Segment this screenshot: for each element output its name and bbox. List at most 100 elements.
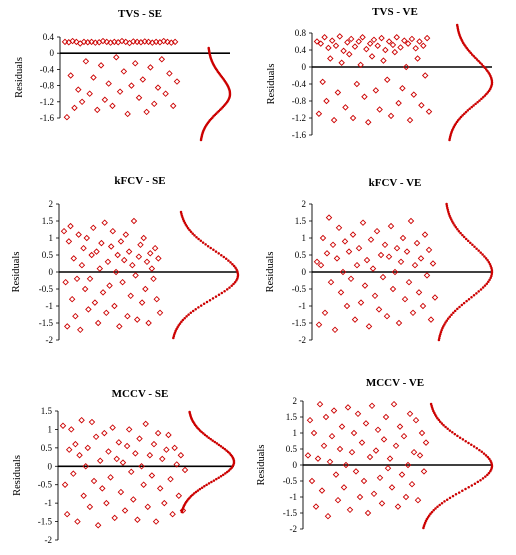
data-point <box>414 55 421 62</box>
data-point <box>68 426 75 433</box>
y-tick-label: -1.2 <box>40 97 54 107</box>
data-point <box>373 227 381 235</box>
distribution-dot <box>472 294 476 297</box>
distribution-dot <box>209 437 212 441</box>
distribution-dot <box>188 228 191 232</box>
distribution-dot <box>480 450 484 454</box>
data-point <box>402 493 410 501</box>
data-point <box>171 444 178 452</box>
data-point <box>344 39 351 46</box>
distribution-dot <box>448 214 451 217</box>
data-point <box>165 431 172 439</box>
data-point <box>362 420 370 427</box>
data-point <box>389 285 397 293</box>
data-point <box>393 244 401 252</box>
y-tick-label: 0 <box>49 267 54 277</box>
y-tick-label: -1.5 <box>38 517 53 527</box>
data-point <box>74 518 81 525</box>
distribution-dot <box>481 96 485 99</box>
data-point <box>350 429 358 437</box>
distribution-dot <box>479 251 482 254</box>
distribution-dot <box>489 470 492 473</box>
data-point <box>141 38 148 45</box>
distribution-dot <box>467 441 470 445</box>
data-point <box>171 38 179 46</box>
distribution-dot <box>490 270 494 274</box>
distribution-dot <box>185 315 188 318</box>
distribution-dot <box>448 496 452 500</box>
data-point <box>348 448 356 456</box>
data-point <box>365 323 373 330</box>
data-point <box>109 424 116 431</box>
data-point <box>130 38 137 45</box>
distribution-dot <box>228 286 231 289</box>
data-point <box>150 275 157 283</box>
data-point <box>413 239 421 247</box>
data-point <box>411 261 419 269</box>
data-point <box>352 468 360 475</box>
distribution-dot <box>467 297 471 301</box>
data-point <box>166 70 173 77</box>
data-point <box>380 436 388 443</box>
data-point <box>414 496 422 504</box>
data-point <box>137 241 144 249</box>
distribution-dot <box>219 475 223 478</box>
distribution-dot <box>481 286 485 289</box>
data-point <box>393 34 400 41</box>
data-point <box>122 38 129 46</box>
distribution-dot <box>446 427 449 431</box>
data-point <box>320 442 328 450</box>
data-point <box>98 239 105 247</box>
data-point <box>376 474 384 482</box>
distribution-dot <box>461 114 464 117</box>
data-point <box>103 38 110 46</box>
data-point <box>319 78 326 86</box>
distribution-dot <box>214 295 218 298</box>
distribution-dot <box>446 208 450 212</box>
data-point <box>169 102 177 110</box>
data-point <box>78 416 85 424</box>
distribution-dot <box>478 61 482 65</box>
distribution-dot <box>232 264 236 268</box>
distribution-dot <box>472 104 475 107</box>
distribution-dot <box>466 109 470 112</box>
data-point <box>145 319 152 327</box>
distribution-dot <box>205 300 209 304</box>
data-point <box>355 38 362 45</box>
data-point <box>416 38 423 45</box>
data-point <box>384 464 392 472</box>
distribution-dot <box>192 492 196 495</box>
distribution-dot <box>480 97 483 101</box>
data-point <box>101 429 108 437</box>
data-point <box>94 106 101 114</box>
data-point <box>412 416 420 424</box>
data-point <box>397 44 404 51</box>
data-point <box>135 253 143 260</box>
distribution-dot <box>217 443 221 447</box>
data-point <box>114 251 121 259</box>
data-point <box>400 432 408 440</box>
data-point <box>319 234 327 242</box>
data-point <box>80 244 87 252</box>
distribution-dot <box>490 268 494 272</box>
y-tick-label: 1.5 <box>41 406 53 416</box>
data-point <box>409 309 417 317</box>
distribution-dot <box>470 296 473 299</box>
data-point <box>405 278 413 286</box>
data-point <box>321 309 329 317</box>
y-tick-label: 1 <box>302 233 307 243</box>
distribution-dot <box>191 232 194 235</box>
data-point <box>85 306 92 313</box>
data-point <box>107 474 114 481</box>
distribution-dot <box>481 477 485 480</box>
y-tick-label: 1 <box>293 428 298 438</box>
distribution-dot <box>454 493 458 496</box>
distribution-dot <box>464 487 467 491</box>
data-point <box>181 466 189 474</box>
distribution-dot <box>462 235 466 239</box>
distribution-dot <box>232 282 235 286</box>
data-point <box>372 87 380 94</box>
data-point <box>138 463 145 470</box>
distribution-dot <box>195 235 198 239</box>
data-point <box>336 445 344 453</box>
